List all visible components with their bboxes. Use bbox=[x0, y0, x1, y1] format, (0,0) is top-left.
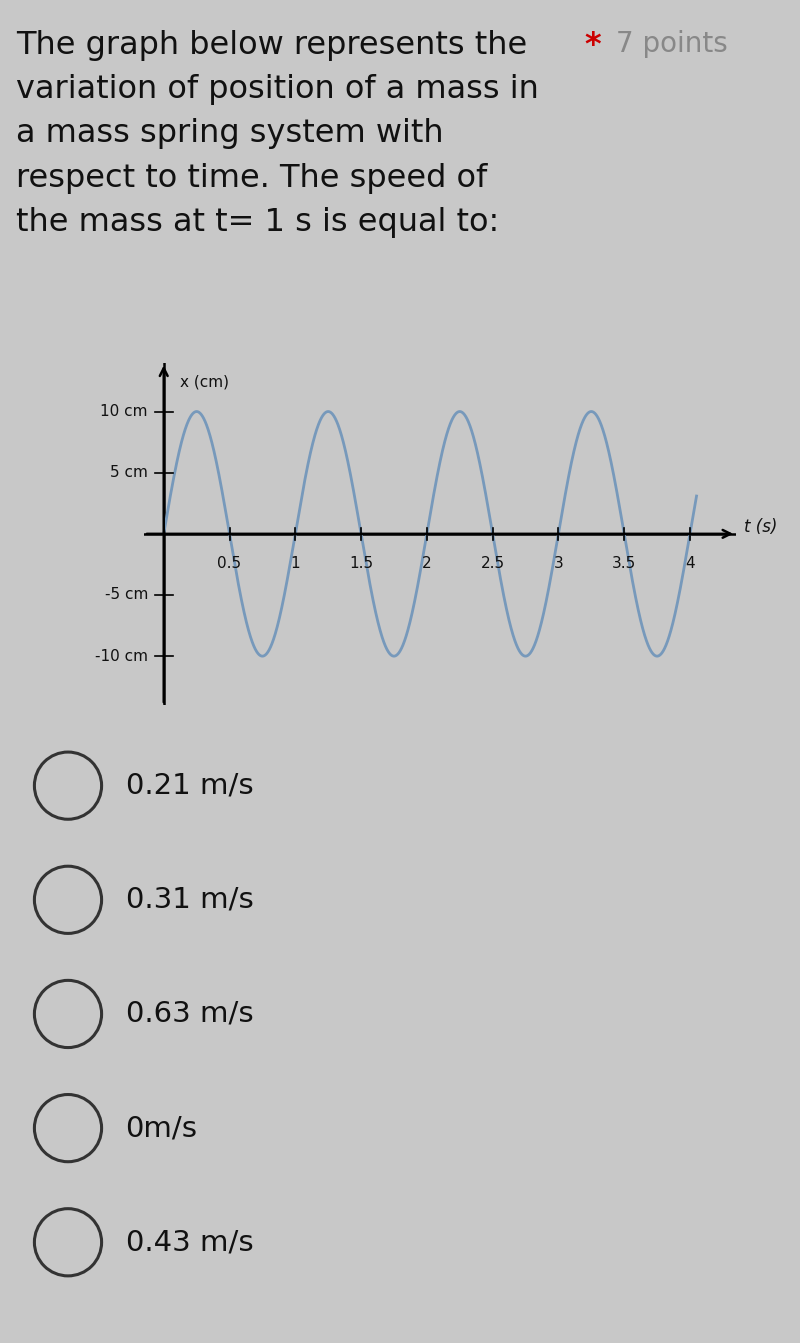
Text: respect to time. The speed of: respect to time. The speed of bbox=[16, 163, 487, 193]
Text: 0m/s: 0m/s bbox=[126, 1115, 198, 1142]
Text: 0.31 m/s: 0.31 m/s bbox=[126, 886, 254, 913]
Text: 3: 3 bbox=[554, 556, 563, 571]
Text: a mass spring system with: a mass spring system with bbox=[16, 118, 444, 149]
Text: 2.5: 2.5 bbox=[481, 556, 505, 571]
Text: The graph below represents the: The graph below represents the bbox=[16, 30, 527, 60]
Text: the mass at t= 1 s is equal to:: the mass at t= 1 s is equal to: bbox=[16, 207, 499, 238]
Text: 1: 1 bbox=[290, 556, 300, 571]
Text: x (cm): x (cm) bbox=[179, 375, 229, 389]
Text: 0.63 m/s: 0.63 m/s bbox=[126, 1001, 254, 1027]
Text: variation of position of a mass in: variation of position of a mass in bbox=[16, 74, 539, 105]
Text: 0.21 m/s: 0.21 m/s bbox=[126, 772, 254, 799]
Text: 2: 2 bbox=[422, 556, 432, 571]
Text: -5 cm: -5 cm bbox=[105, 587, 148, 603]
Text: 5 cm: 5 cm bbox=[110, 465, 148, 481]
Text: 4: 4 bbox=[685, 556, 694, 571]
Text: -10 cm: -10 cm bbox=[95, 649, 148, 663]
Text: 0.43 m/s: 0.43 m/s bbox=[126, 1229, 254, 1256]
Text: 0.5: 0.5 bbox=[218, 556, 242, 571]
Text: 3.5: 3.5 bbox=[612, 556, 636, 571]
Text: t (s): t (s) bbox=[744, 517, 778, 536]
Text: *: * bbox=[584, 30, 601, 60]
Text: 1.5: 1.5 bbox=[349, 556, 373, 571]
Text: 7 points: 7 points bbox=[616, 30, 728, 58]
Text: 10 cm: 10 cm bbox=[101, 404, 148, 419]
